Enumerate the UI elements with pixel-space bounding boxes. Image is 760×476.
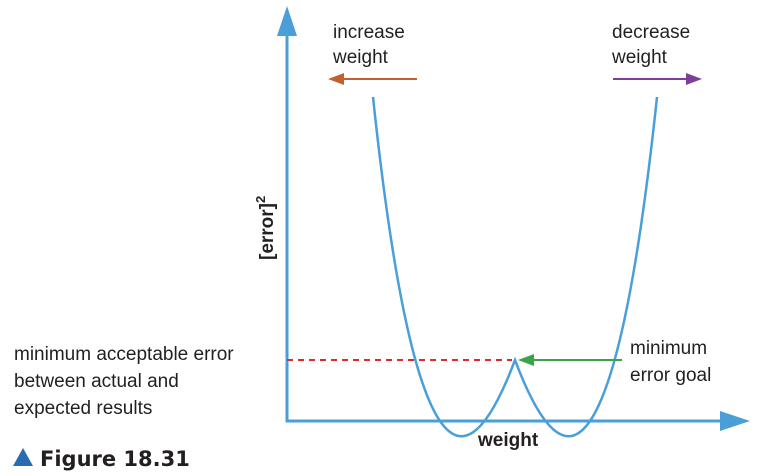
min-acceptable-error-label-line2: between actual and [14, 371, 179, 392]
decrease-arrow-head [686, 73, 702, 85]
min-error-goal-label-line1: minimum [630, 338, 707, 359]
caption-triangle-icon [13, 448, 33, 466]
decrease-weight-label-line1: decrease [612, 22, 690, 43]
y-axis-title-superscript: 2 [253, 196, 268, 203]
x-axis-arrowhead [720, 411, 750, 431]
goal-arrow-head [518, 354, 534, 366]
min-error-goal-label-line2: error goal [630, 365, 711, 386]
figure-caption: Figure 18.31 [40, 447, 190, 471]
y-axis-arrowhead [277, 6, 297, 36]
increase-arrow-head [328, 73, 344, 85]
increase-weight-label-line1: increase [333, 22, 405, 43]
decrease-weight-label-line2: weight [611, 47, 668, 68]
x-axis-title: weight [477, 430, 539, 451]
y-axis-title: [error]2 [253, 196, 278, 260]
y-axis-title-text: [error] [257, 203, 278, 260]
error-curve [371, 96, 659, 438]
increase-weight-label-line2: weight [332, 47, 389, 68]
min-acceptable-error-label-line3: expected results [14, 398, 152, 419]
min-acceptable-error-label-line1: minimum acceptable error [14, 344, 234, 365]
